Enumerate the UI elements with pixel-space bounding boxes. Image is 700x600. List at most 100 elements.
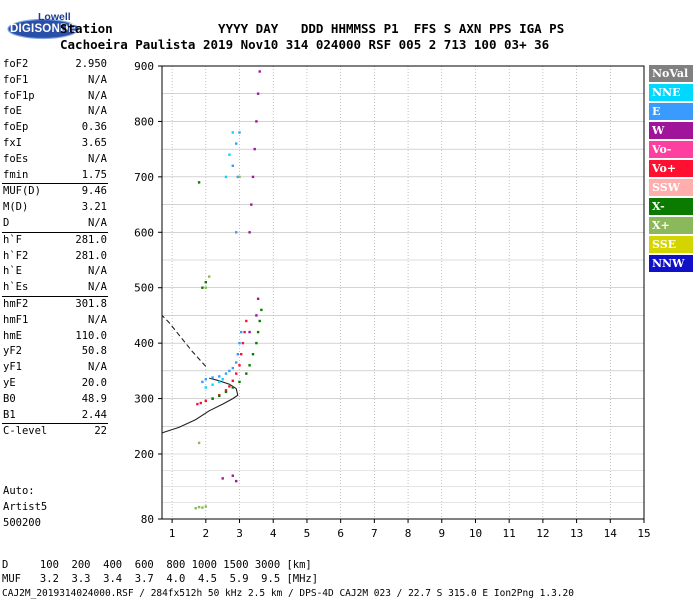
auto-code: 500200 bbox=[3, 517, 41, 529]
plot-frame bbox=[161, 65, 645, 520]
data-point bbox=[238, 380, 241, 384]
header-row2: Cachoeira Paulista 2019 Nov10 314 024000… bbox=[60, 37, 550, 52]
data-point bbox=[255, 341, 258, 345]
data-point bbox=[231, 474, 234, 477]
param-separator bbox=[2, 423, 108, 425]
data-point bbox=[258, 319, 261, 323]
param-key: h`F2 bbox=[3, 249, 29, 262]
x-tick-label: 3 bbox=[236, 527, 243, 540]
data-point bbox=[243, 330, 246, 334]
data-point bbox=[256, 330, 260, 334]
x-tick-label: 6 bbox=[337, 527, 344, 540]
data-point bbox=[236, 175, 239, 179]
footer-distance-row: D 100 200 400 600 800 1000 1500 3000 [km… bbox=[2, 559, 312, 571]
param-value: N/A bbox=[88, 152, 107, 165]
param-value: 0.36 bbox=[81, 121, 107, 134]
data-point bbox=[228, 385, 231, 388]
param-key: hmE bbox=[3, 329, 22, 342]
data-point bbox=[260, 308, 263, 312]
param-key: h`E bbox=[3, 265, 22, 278]
param-value: 2.950 bbox=[75, 58, 107, 70]
param-key: foE bbox=[3, 105, 22, 118]
auto-label: Auto: bbox=[3, 485, 35, 497]
x-tick-label: 8 bbox=[405, 527, 412, 540]
data-point bbox=[238, 341, 241, 345]
trace-x bbox=[197, 181, 263, 400]
data-point bbox=[204, 378, 207, 381]
legend-item-nne: NNE bbox=[649, 84, 693, 101]
data-point bbox=[218, 375, 221, 378]
chart-axes: 1 2 3 4 5 6 7 8 9 10 11 12 13 14 158020030040050060070… bbox=[134, 60, 651, 540]
param-key: MUF(D) bbox=[3, 185, 41, 198]
x-tick-label: 12 bbox=[536, 527, 549, 540]
auto-artist: Artist5 bbox=[3, 501, 48, 513]
chart-curves bbox=[161, 315, 239, 434]
legend-item-w: W bbox=[649, 122, 693, 139]
trace-vo bbox=[196, 319, 248, 406]
data-point bbox=[211, 383, 214, 386]
data-point bbox=[236, 353, 239, 356]
data-point bbox=[197, 505, 201, 509]
legend-item-e: E bbox=[649, 103, 693, 120]
y-tick-label: 600 bbox=[134, 226, 154, 239]
data-point bbox=[197, 441, 201, 445]
digisonde-logo bbox=[7, 18, 79, 40]
legend-item-vo: Vo- bbox=[649, 141, 693, 158]
data-point bbox=[231, 131, 234, 134]
param-key: M(D) bbox=[3, 201, 29, 214]
data-point bbox=[218, 380, 221, 384]
data-point bbox=[248, 231, 251, 234]
y-tick-label: 80 bbox=[141, 513, 154, 526]
data-point bbox=[204, 286, 207, 289]
param-key: B1 bbox=[3, 408, 16, 421]
param-value: N/A bbox=[88, 361, 107, 374]
legend: NoVal NNE E W Vo- Vo+ SSW X- X+ SSE NNW bbox=[649, 65, 693, 274]
param-key: h`F bbox=[3, 233, 22, 246]
data-point bbox=[251, 353, 255, 356]
header-row1: Station YYYY DAY DDD HHMMSS P1 FFS S AXN… bbox=[60, 21, 565, 36]
trace-w bbox=[221, 70, 261, 483]
legend-item-sse: SSE bbox=[649, 236, 693, 253]
x-tick-label: 5 bbox=[304, 527, 311, 540]
param-key: foF2 bbox=[3, 58, 29, 70]
data-point bbox=[204, 281, 207, 284]
y-tick-label: 200 bbox=[134, 448, 154, 461]
param-value: 110.0 bbox=[75, 329, 107, 342]
data-point bbox=[240, 330, 243, 334]
data-point bbox=[228, 153, 231, 156]
x-tick-label: 10 bbox=[469, 527, 482, 540]
param-separator bbox=[2, 296, 108, 297]
param-key: C-level bbox=[3, 425, 48, 438]
param-key: foEp bbox=[3, 121, 29, 134]
data-point bbox=[245, 372, 248, 375]
x-tick-label: 2 bbox=[203, 527, 210, 540]
param-value: N/A bbox=[88, 105, 107, 118]
data-point bbox=[258, 70, 261, 73]
y-tick-label: 500 bbox=[134, 282, 154, 295]
chart-points bbox=[194, 70, 263, 510]
param-separator bbox=[2, 183, 108, 185]
data-point bbox=[221, 477, 224, 480]
data-point bbox=[231, 366, 234, 370]
param-value: N/A bbox=[88, 313, 107, 326]
legend-item-ssw: SSW bbox=[649, 179, 693, 196]
legend-item-x: X+ bbox=[649, 217, 693, 234]
data-point bbox=[250, 203, 253, 206]
data-point bbox=[224, 390, 228, 394]
data-point bbox=[208, 275, 211, 278]
data-point bbox=[201, 286, 204, 289]
data-point bbox=[199, 401, 202, 405]
y-tick-label: 300 bbox=[134, 393, 154, 406]
legend-item-noval: NoVal bbox=[649, 65, 693, 82]
data-point bbox=[235, 142, 238, 145]
param-key: yF2 bbox=[3, 345, 22, 358]
y-tick-label: 800 bbox=[134, 115, 154, 128]
param-key: fmin bbox=[3, 168, 29, 181]
param-value: N/A bbox=[88, 73, 107, 86]
data-point bbox=[251, 175, 255, 179]
param-key: foEs bbox=[3, 152, 29, 165]
data-point bbox=[253, 147, 256, 151]
data-point bbox=[255, 120, 258, 123]
data-point bbox=[255, 314, 258, 317]
